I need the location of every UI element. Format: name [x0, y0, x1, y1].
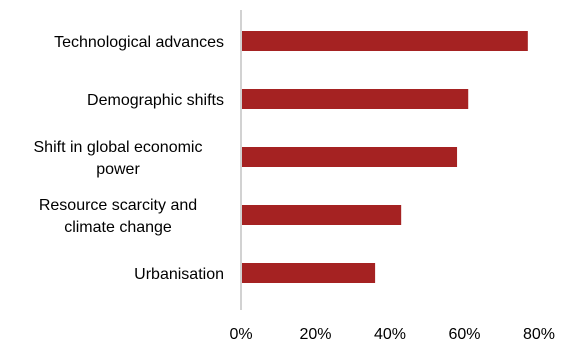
bar-3	[242, 147, 458, 167]
x-tick-label-3: 40%	[374, 326, 406, 340]
x-tick-label-4: 60%	[448, 326, 480, 340]
x-tick-label-1: 0%	[229, 326, 252, 340]
x-tick-label-2: 20%	[299, 326, 331, 340]
bars-group	[242, 31, 528, 283]
bar-4	[242, 205, 402, 225]
bar-5	[242, 263, 376, 283]
bar-2	[242, 89, 469, 109]
x-tick-label-5: 80%	[523, 326, 555, 340]
category-label-2: Demographic shifts	[87, 92, 224, 109]
category-label-5: Urbanisation	[134, 266, 224, 283]
category-label-4: Resource scarcity and climate change	[39, 197, 197, 236]
x-tick-labels-group: 0% 20% 40% 60% 80%	[229, 326, 555, 340]
category-labels-group: Technological advances Demographic shifts…	[34, 34, 224, 283]
category-label-1: Technological advances	[54, 34, 224, 51]
bar-1	[242, 31, 528, 51]
category-label-3: Shift in global economic power	[34, 139, 203, 178]
